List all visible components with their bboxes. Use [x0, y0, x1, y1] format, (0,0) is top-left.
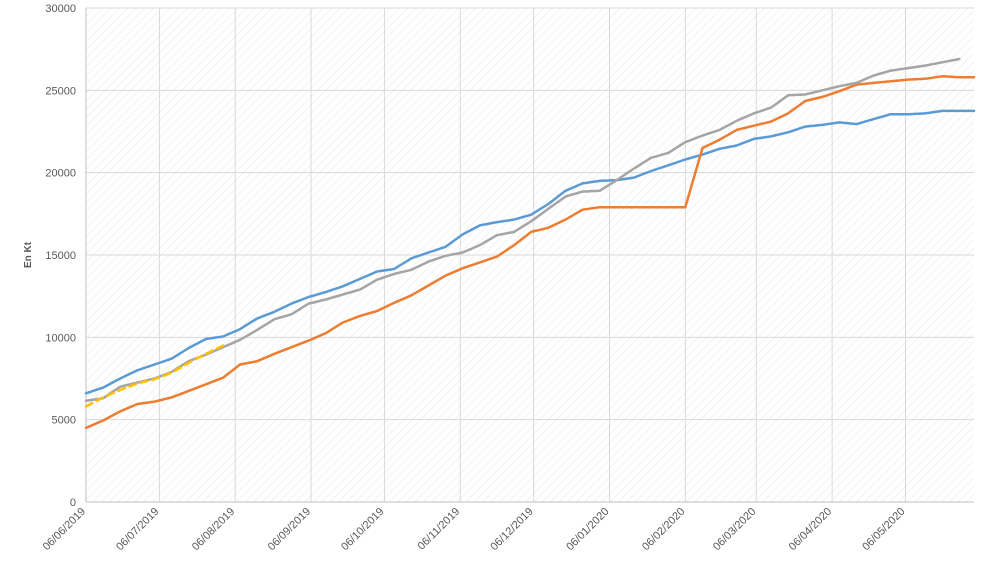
series-line-1	[84, 109, 976, 395]
series-line-3	[84, 57, 961, 402]
x-tick-label: 06/07/2019	[114, 506, 161, 553]
x-tick-label: 06/12/2019	[488, 506, 535, 553]
y-tick-label: 15000	[45, 250, 76, 262]
x-tick-label: 06/11/2019	[416, 506, 463, 553]
y-tick-label: 25000	[45, 85, 76, 97]
y-tick-label: 5000	[52, 415, 76, 427]
series-lines	[84, 57, 976, 430]
x-tick-label: 06/10/2019	[339, 506, 386, 553]
x-tick-label: 06/05/2020	[860, 506, 907, 553]
y-axis-label: En Kt	[23, 241, 34, 268]
x-tick-label: 06/01/2020	[564, 506, 611, 553]
x-tick-label: 06/04/2020	[787, 506, 834, 553]
series-line-4	[84, 344, 225, 408]
x-tick-label: 06/02/2020	[640, 506, 687, 553]
x-tick-label: 06/03/2020	[711, 506, 758, 553]
y-tick-label: 20000	[45, 168, 76, 180]
x-tick-label: 06/09/2019	[266, 506, 313, 553]
series-line-2	[84, 75, 976, 430]
x-tick-label: 06/08/2019	[190, 506, 237, 553]
y-tick-label: 0	[70, 497, 76, 509]
y-tick-label: 30000	[45, 3, 76, 15]
y-tick-label: 10000	[45, 332, 76, 344]
x-tick-label: 06/06/2019	[41, 506, 88, 553]
